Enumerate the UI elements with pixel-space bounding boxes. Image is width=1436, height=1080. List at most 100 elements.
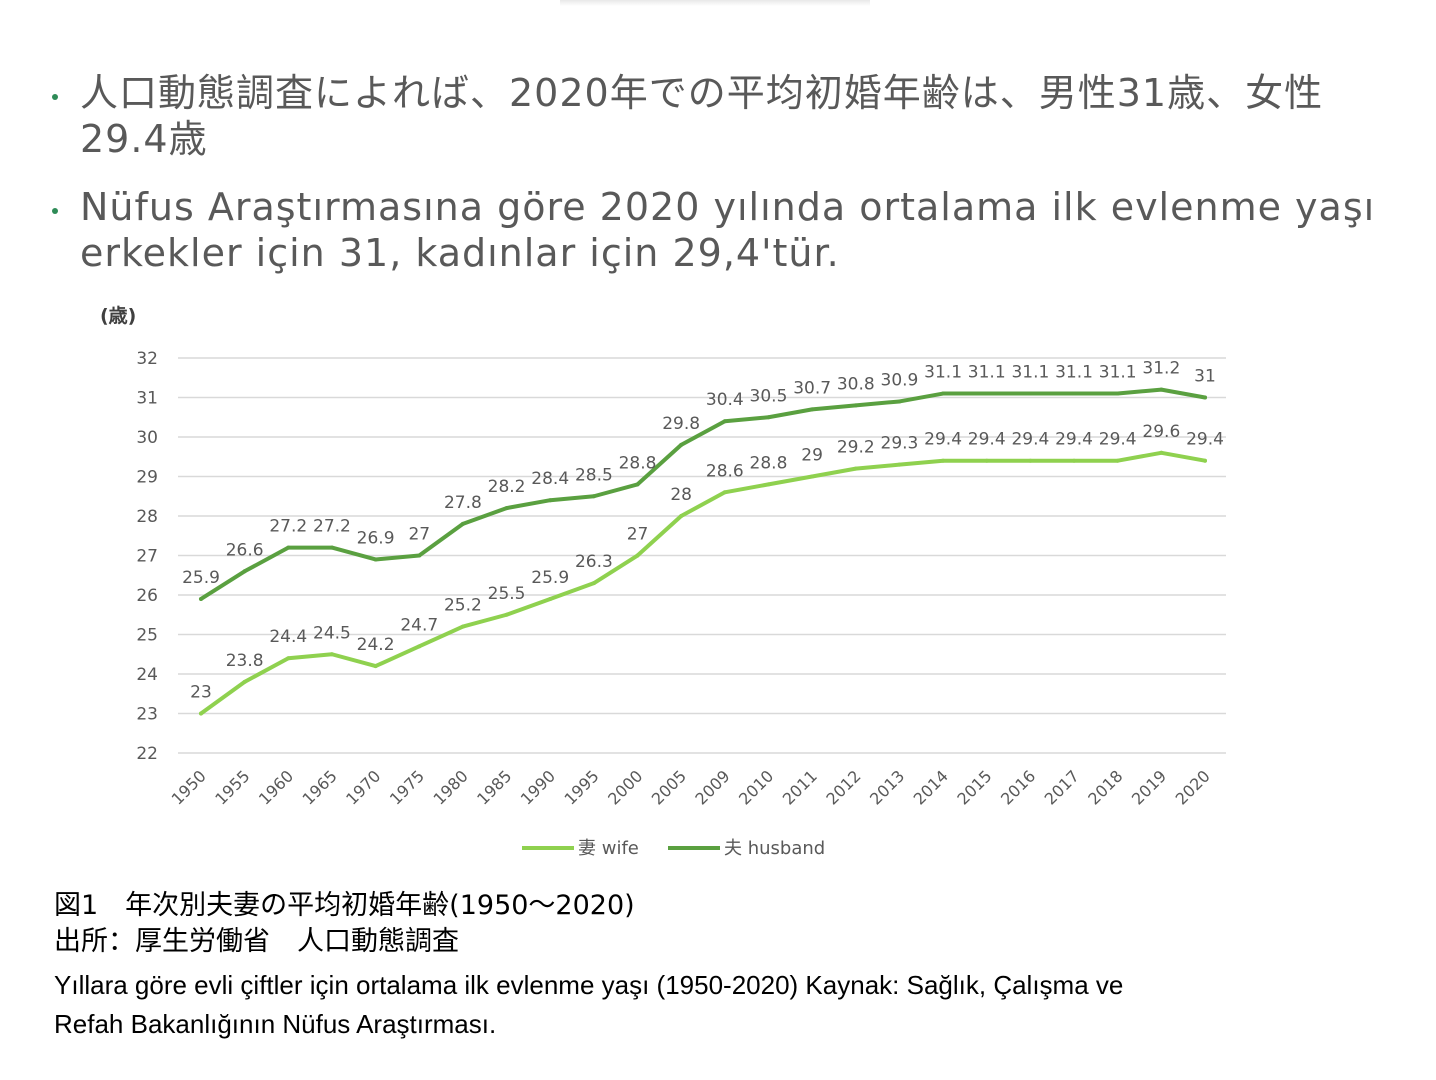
data-label: 30.5: [750, 386, 788, 406]
data-label: 31.1: [1055, 363, 1093, 383]
x-tick-label: 1970: [342, 766, 384, 808]
legend-label-wife: 妻 wife: [578, 838, 639, 859]
data-point: [1203, 395, 1207, 400]
caption-source: 出所：厚生労働省 人口動態調査: [54, 926, 459, 957]
y-tick-label: 22: [136, 744, 158, 764]
data-point: [1115, 391, 1120, 396]
data-point: [722, 490, 727, 495]
data-point: [548, 498, 553, 503]
data-point: [373, 557, 378, 562]
data-point: [417, 644, 422, 649]
y-tick-label: 30: [136, 428, 158, 448]
data-label: 28.4: [531, 469, 569, 489]
caption-turkish-line-1: Yıllara göre evli çiftler için ortalama …: [54, 970, 1124, 1000]
data-label: 29.6: [1142, 422, 1180, 442]
bullet-item-japanese: 人口動態調査によれば、2020年での平均初婚年齢は、男性31歳、女性29.4歳: [52, 70, 1392, 162]
x-tick-label: 2005: [648, 766, 690, 808]
data-point: [460, 624, 465, 629]
x-tick-label: 2009: [691, 766, 733, 808]
data-point: [417, 553, 422, 558]
x-tick-label: 2017: [1041, 766, 1083, 808]
data-point: [329, 652, 334, 657]
x-tick-label: 1950: [168, 766, 210, 808]
data-label: 28.5: [575, 465, 613, 485]
data-point: [897, 399, 902, 404]
x-tick-label: 2015: [953, 766, 995, 808]
x-tick-label: 2013: [866, 766, 908, 808]
data-point: [286, 656, 291, 661]
caption-turkish-line-2: Refah Bakanlığının Nüfus Araştırması.: [54, 1009, 497, 1039]
data-label: 27.2: [269, 517, 307, 537]
data-point: [504, 506, 509, 511]
data-point: [984, 391, 989, 396]
chart-container: (歳) 22 23 24 25 26 27 28 29 30 31 32 1950 1955 1960 196…: [0, 290, 1436, 880]
data-label: 31.2: [1142, 359, 1180, 379]
data-label: 29.8: [662, 414, 700, 434]
data-label: 26.9: [357, 528, 395, 548]
data-point: [1203, 458, 1207, 463]
data-label: 24.4: [269, 627, 307, 647]
data-label: 27.2: [313, 517, 351, 537]
y-tick-label: 24: [136, 665, 158, 685]
data-point: [1028, 391, 1033, 396]
bullet-text: Nüfus Araştırmasına göre 2020 yılında or…: [80, 185, 1376, 275]
data-label: 31.1: [1011, 363, 1049, 383]
data-point: [853, 403, 858, 408]
data-label: 30.8: [837, 374, 875, 394]
data-label: 31: [1194, 367, 1216, 387]
data-point: [460, 521, 465, 526]
data-point: [1072, 391, 1077, 396]
y-axis-unit-label: (歳): [100, 305, 136, 327]
data-label: 31.1: [1099, 363, 1137, 383]
series-line-wife: [199, 450, 1207, 716]
data-label: 28.8: [619, 453, 657, 473]
x-tick-label: 2020: [1172, 766, 1214, 808]
bullet-item-turkish: Nüfus Araştırmasına göre 2020 yılında or…: [52, 184, 1392, 276]
y-tick-label: 28: [136, 507, 158, 527]
data-label: 25.2: [444, 596, 482, 616]
data-point: [897, 462, 902, 467]
data-point: [591, 494, 596, 499]
x-tick-label: 1960: [255, 766, 297, 808]
data-point: [679, 442, 684, 447]
line-chart: (歳) 22 23 24 25 26 27 28 29 30 31 32 1950 1955 1960 196…: [100, 305, 1226, 859]
data-point: [1159, 450, 1164, 455]
x-tick-label: 2012: [822, 766, 864, 808]
data-label: 29.2: [837, 438, 875, 458]
bullet-dot-icon: [52, 208, 58, 214]
data-point: [766, 482, 771, 487]
data-label: 30.4: [706, 390, 744, 410]
data-label: 24.5: [313, 623, 351, 643]
data-label: 28.8: [750, 453, 788, 473]
data-point: [941, 458, 946, 463]
data-label: 25.9: [531, 568, 569, 588]
bullet-text: 人口動態調査によれば、2020年での平均初婚年齢は、男性31歳、女性29.4歳: [80, 71, 1324, 161]
y-tick-label: 31: [136, 389, 158, 409]
data-label: 26.3: [575, 552, 613, 572]
data-point: [1028, 458, 1033, 463]
x-tick-label: 1975: [386, 766, 428, 808]
data-point: [984, 458, 989, 463]
figure-caption: 図1 年次別夫妻の平均初婚年齢(1950～2020) 出所：厚生労働省 人口動態…: [54, 888, 1123, 1044]
x-tick-label: 1955: [211, 766, 253, 808]
x-tick-label: 1995: [560, 766, 602, 808]
x-tick-label: 2010: [735, 766, 777, 808]
x-tick-label: 2014: [910, 766, 952, 808]
x-tick-label: 2018: [1084, 766, 1126, 808]
data-point: [591, 581, 596, 586]
data-point: [941, 391, 946, 396]
data-point: [1159, 387, 1164, 392]
y-tick-label: 25: [136, 626, 158, 646]
data-point: [766, 415, 771, 420]
data-label: 30.9: [881, 370, 919, 390]
data-label: 30.7: [793, 378, 831, 398]
data-point: [329, 545, 334, 550]
data-label: 25.9: [182, 568, 220, 588]
data-label: 25.5: [488, 584, 526, 604]
data-label: 29.4: [1011, 430, 1049, 450]
x-tick-label: 1965: [299, 766, 341, 808]
y-tick-label: 23: [136, 705, 158, 725]
data-label: 29.4: [924, 430, 962, 450]
data-point: [242, 679, 247, 684]
data-label: 24.2: [357, 635, 395, 655]
